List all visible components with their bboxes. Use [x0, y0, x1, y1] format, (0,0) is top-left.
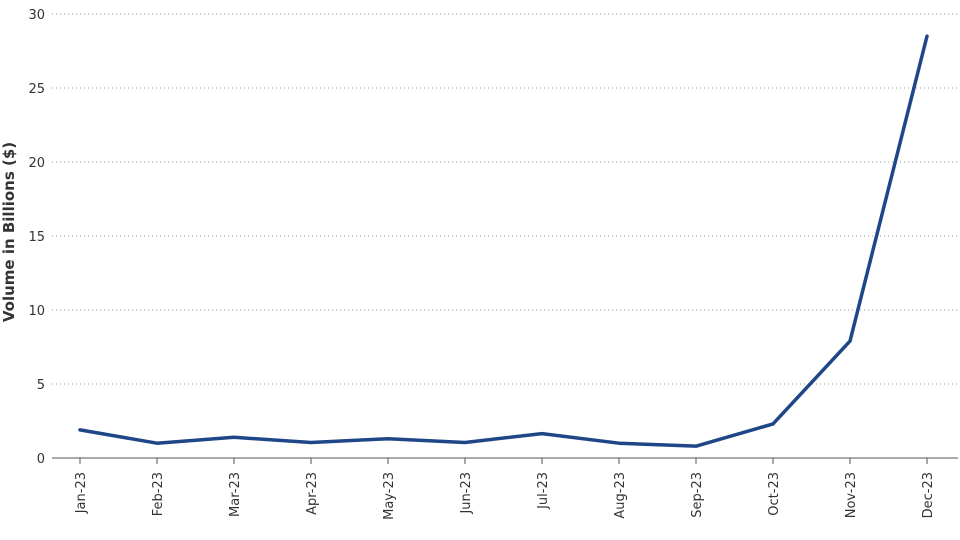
y-tick-label: 10 [28, 304, 45, 319]
x-tick-label: Jan-23 [74, 472, 89, 514]
y-tick-label: 20 [28, 156, 45, 171]
x-tick-label: Sep-23 [690, 472, 705, 518]
x-tick-label: May-23 [382, 472, 397, 520]
y-axis-title: Volume in Billions ($) [0, 142, 18, 322]
y-tick-label: 15 [28, 230, 45, 245]
series-lines [78, 34, 929, 448]
gridlines [52, 13, 958, 459]
y-tick-label: 5 [37, 378, 45, 393]
x-tick-label: Nov-23 [844, 472, 859, 518]
x-axis-ticks: Jan-23 Feb-23 Mar-23 Apr-23 May-23 Jun-23 Jul-… [74, 458, 936, 520]
x-tick-label: Jul-23 [536, 472, 551, 510]
x-tick-label: Jun-23 [459, 472, 474, 515]
series-line [78, 34, 929, 448]
x-tick-label: Oct-23 [767, 472, 782, 516]
x-tick-label: Feb-23 [151, 472, 166, 516]
y-axis-ticks: 0 5 10 15 20 25 30 [28, 8, 45, 467]
y-tick-label: 25 [28, 82, 45, 97]
x-tick-label: Dec-23 [921, 472, 936, 518]
x-tick-label: Mar-23 [228, 472, 243, 517]
x-tick-label: Apr-23 [305, 472, 320, 515]
y-tick-label: 30 [28, 8, 45, 23]
x-tick-label: Aug-23 [613, 472, 628, 519]
y-tick-label: 0 [37, 452, 45, 467]
